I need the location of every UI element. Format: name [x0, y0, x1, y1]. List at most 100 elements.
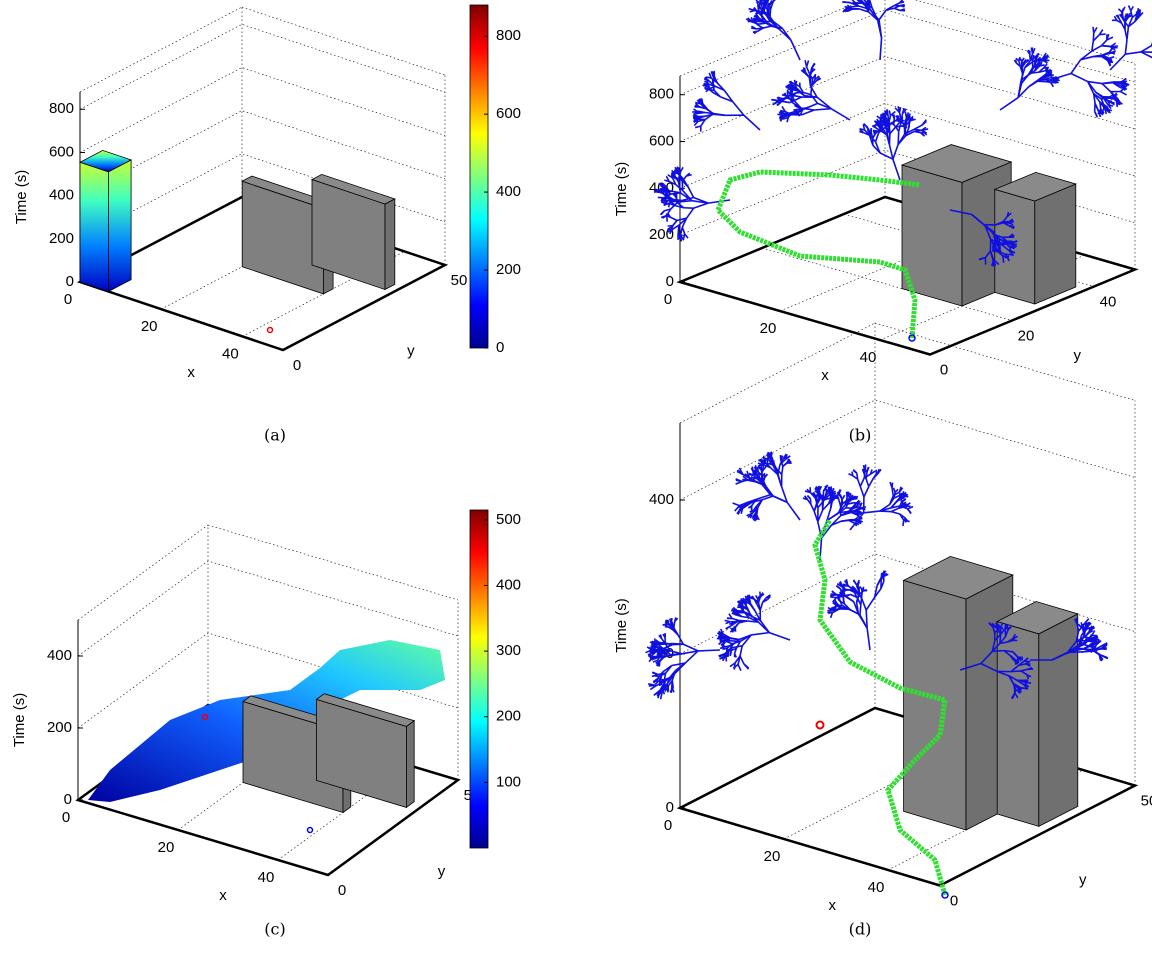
tree-branch — [787, 118, 788, 123]
z-tick-label: 0 — [66, 273, 74, 290]
tree-branch — [730, 651, 731, 656]
tree-branch — [699, 112, 705, 113]
grid-line — [80, 24, 445, 109]
tree-branch — [744, 115, 760, 130]
figure: 020040060080002040050Time (s)xy(a)020040… — [0, 0, 1152, 953]
tree-branch — [866, 598, 874, 611]
tree-branch — [1076, 619, 1077, 624]
tree-branch — [814, 109, 831, 110]
caption: (a) — [264, 426, 286, 445]
tree-branch — [817, 97, 831, 108]
box-edge — [78, 525, 208, 620]
x-tick-label: 0 — [664, 817, 672, 834]
tree-branch — [675, 192, 676, 197]
tree-branch — [867, 628, 870, 650]
y-axis-label: y — [407, 343, 415, 360]
tree-branch — [1125, 52, 1141, 54]
obstacle — [1035, 184, 1076, 304]
tree-branch — [1005, 624, 1006, 629]
panel: 020040002040050Time (s)xy(d) — [613, 323, 1152, 939]
tree-branch — [890, 127, 896, 134]
tree-branch — [730, 638, 739, 639]
box-edge — [242, 7, 445, 75]
tree-branch — [700, 98, 701, 103]
colorbar — [470, 5, 488, 348]
tree-branch — [900, 107, 901, 112]
y-tick-label: 40 — [1100, 293, 1117, 310]
caption: (d) — [849, 920, 872, 939]
tree-branch — [869, 479, 873, 487]
x-tick-label: 20 — [141, 318, 158, 335]
tree-branch — [864, 511, 880, 513]
tree-branch — [858, 581, 859, 586]
tree-branch — [685, 234, 688, 238]
box-edge — [885, 0, 1135, 64]
tree-branch — [845, 596, 854, 602]
tree-branch — [733, 102, 744, 115]
tree-branch — [1031, 72, 1039, 73]
y-tick-label: 0 — [293, 357, 301, 374]
tree-branch — [1125, 39, 1127, 54]
tree-branch — [1102, 84, 1111, 92]
z-tick-label: 200 — [49, 230, 74, 247]
y-tick-label: 20 — [1018, 327, 1035, 344]
x-tick-label: 20 — [764, 848, 781, 865]
tree-branch — [1081, 639, 1082, 644]
tree-branch — [866, 610, 867, 628]
tree-branch — [816, 79, 820, 81]
tree-branch — [889, 134, 890, 145]
tree-branch — [843, 2, 849, 3]
tree-branch — [760, 602, 762, 610]
tree-branch — [761, 470, 762, 476]
tree-branch — [751, 605, 755, 611]
tree-branch — [726, 622, 731, 624]
colorbar-tick-label: 400 — [496, 183, 521, 200]
x-tick-label: 40 — [868, 879, 885, 896]
tree-branch — [1110, 102, 1115, 103]
tree-branch — [688, 187, 693, 198]
colorbar-tick-label: 200 — [496, 261, 521, 278]
tree-branch — [740, 646, 742, 656]
tree-branch — [660, 679, 661, 685]
tree-branch — [746, 601, 747, 604]
tree-branch — [891, 512, 900, 514]
tree-branch — [663, 200, 668, 201]
tree-branch — [1009, 226, 1014, 227]
z-tick-label: 600 — [649, 133, 674, 150]
tree-branch — [740, 656, 744, 664]
tree-branch — [1095, 111, 1097, 116]
tree-branch — [1003, 256, 1004, 263]
obstacle — [997, 622, 1039, 827]
tree-branch — [670, 619, 671, 623]
x-tick-label: 20 — [760, 320, 777, 337]
tree-branch — [769, 633, 790, 640]
tree-branch — [768, 0, 770, 2]
tree-branch — [861, 597, 866, 610]
box-edge — [680, 0, 885, 76]
tree-branch — [773, 0, 778, 1]
tree-branch — [858, 479, 861, 486]
tree-branch — [718, 636, 723, 637]
tree-branch — [756, 506, 757, 513]
z-tick-label: 400 — [47, 647, 72, 664]
tree-branch — [852, 472, 853, 476]
x-axis-label: x — [219, 887, 227, 904]
box-edge — [80, 7, 242, 92]
tree-branch — [672, 680, 673, 687]
tree-branch — [674, 622, 675, 628]
tree-branch — [687, 208, 694, 218]
box-edge — [680, 323, 875, 423]
tree-branch — [841, 520, 848, 521]
tree-branch — [760, 592, 761, 597]
tree-branch — [694, 203, 709, 208]
tree-branch — [845, 595, 851, 596]
tree-branch — [832, 498, 838, 499]
tree-branch — [894, 8, 900, 10]
tree-branch — [1042, 60, 1049, 61]
tree-branch — [787, 502, 800, 520]
tree-branch — [908, 507, 913, 509]
tree-branch — [674, 200, 682, 201]
tree-branch — [864, 487, 869, 497]
tree-branch — [792, 84, 793, 88]
tree-branch — [678, 225, 679, 233]
